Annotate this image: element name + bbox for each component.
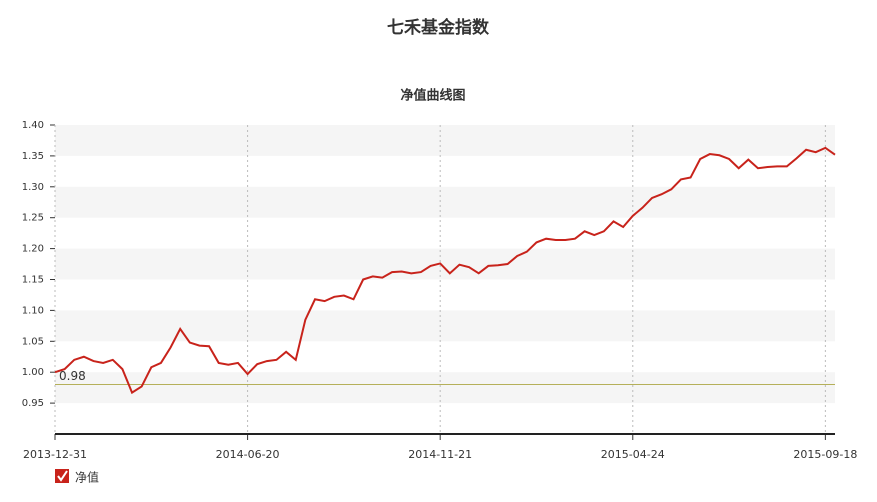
y-tick-label: 1.40 bbox=[22, 120, 44, 131]
legend-check bbox=[57, 470, 68, 482]
y-tick-label: 1.35 bbox=[22, 151, 44, 162]
y-tick-label: 1.20 bbox=[22, 244, 44, 255]
y-tick-label: 1.30 bbox=[22, 182, 44, 193]
reference-label: 0.98 bbox=[59, 369, 86, 383]
y-tick-label: 1.00 bbox=[22, 367, 44, 378]
grid-band bbox=[55, 372, 835, 404]
y-tick-label: 1.05 bbox=[22, 336, 44, 347]
grid-band bbox=[55, 310, 835, 342]
x-tick-label: 2015-09-18 bbox=[793, 448, 857, 461]
chart-subtitle: 净值曲线图 bbox=[400, 88, 465, 104]
y-tick-label: 1.25 bbox=[22, 213, 44, 224]
grid-band bbox=[55, 248, 835, 280]
y-tick-label: 1.10 bbox=[22, 305, 44, 316]
grid-band bbox=[55, 186, 835, 218]
data-line bbox=[54, 146, 836, 395]
y-tick-label: 1.15 bbox=[22, 275, 44, 286]
legend-label: 净值 bbox=[75, 470, 99, 485]
x-tick-label: 2014-11-21 bbox=[408, 448, 472, 461]
x-tick-label: 2013-12-31 bbox=[23, 448, 87, 461]
y-tick-label: 0.95 bbox=[22, 398, 44, 409]
grid-band bbox=[55, 125, 835, 156]
legend-item[interactable]: 净值 bbox=[55, 469, 99, 485]
x-tick-label: 2014-06-20 bbox=[216, 448, 280, 461]
x-tick-label: 2015-04-24 bbox=[601, 448, 665, 461]
chart-title: 七禾基金指数 bbox=[387, 17, 490, 38]
